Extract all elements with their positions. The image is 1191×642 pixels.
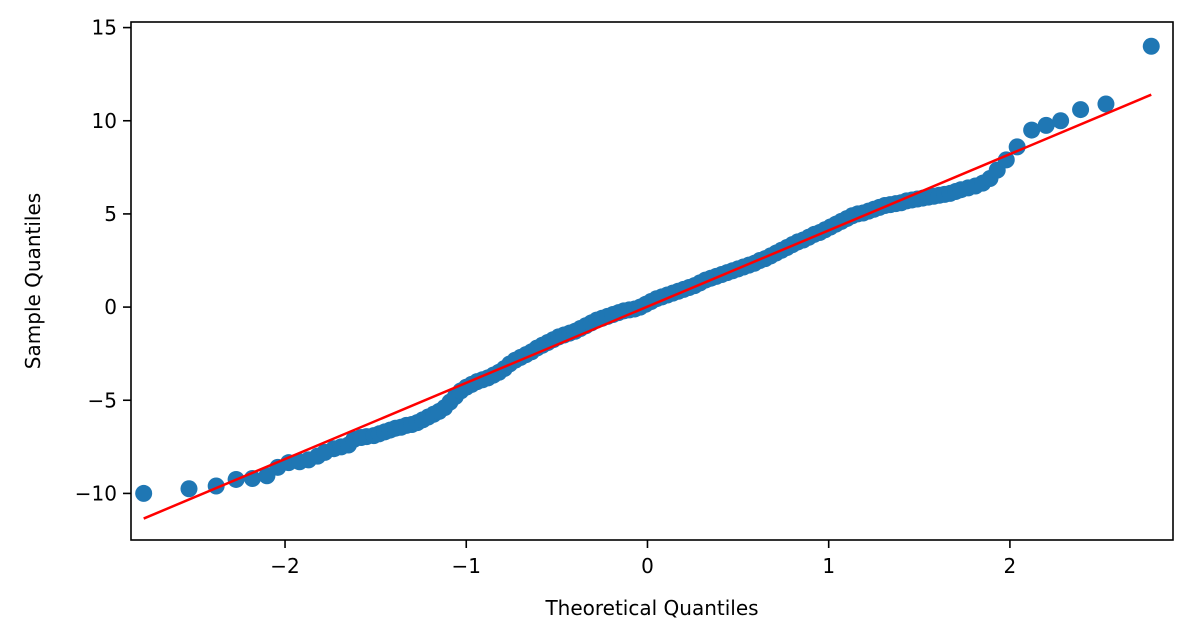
y-tick-label: 15 [92, 16, 117, 40]
data-point [1008, 138, 1026, 156]
y-tick-label: 10 [92, 109, 117, 133]
data-point [180, 480, 198, 498]
data-point [997, 151, 1015, 169]
reference-line [143, 93, 1152, 520]
data-point [1023, 121, 1041, 139]
data-point [1037, 116, 1055, 134]
data-point [1142, 37, 1160, 55]
y-tick-label: −5 [88, 388, 117, 412]
y-tick-label: −10 [75, 481, 117, 505]
sample-points [135, 37, 1160, 502]
x-axis-ticks: −2 −1 0 1 2 [270, 540, 1016, 578]
y-axis-label: Sample Quantiles [21, 193, 45, 369]
data-point [1097, 95, 1115, 113]
y-axis-ticks: −10 −5 0 5 10 15 [75, 16, 131, 505]
x-tick-label: 2 [1004, 554, 1017, 578]
y-tick-label: 0 [104, 295, 117, 319]
x-tick-label: −2 [270, 554, 299, 578]
data-point [135, 484, 153, 502]
x-tick-label: 0 [641, 554, 654, 578]
y-tick-label: 5 [104, 202, 117, 226]
plot-frame [130, 21, 1174, 541]
data-point [1072, 101, 1090, 119]
x-tick-label: −1 [452, 554, 481, 578]
x-tick-label: 1 [822, 554, 835, 578]
x-axis-label: Theoretical Quantiles [544, 596, 758, 620]
data-point [1052, 112, 1070, 130]
